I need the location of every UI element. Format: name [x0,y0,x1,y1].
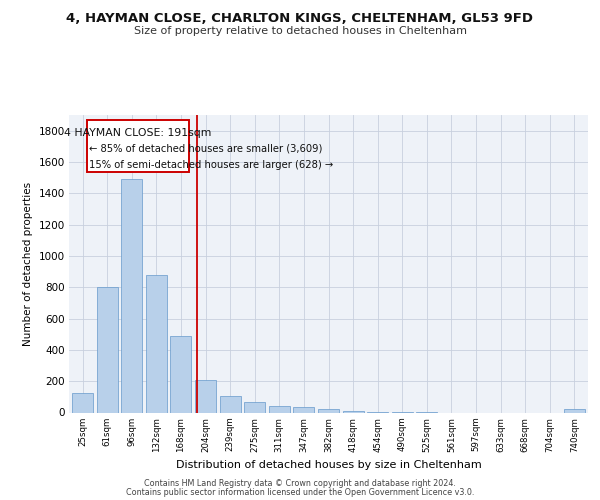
Y-axis label: Number of detached properties: Number of detached properties [23,182,33,346]
Bar [195,380,216,412]
Bar [220,396,241,412]
Bar [87,120,189,172]
X-axis label: Distribution of detached houses by size in Cheltenham: Distribution of detached houses by size … [176,460,481,470]
Bar [318,408,339,412]
Bar [97,287,118,412]
Bar [293,407,314,412]
Text: Contains HM Land Registry data © Crown copyright and database right 2024.: Contains HM Land Registry data © Crown c… [144,478,456,488]
Text: 4 HAYMAN CLOSE: 191sqm: 4 HAYMAN CLOSE: 191sqm [64,128,212,138]
Bar [121,179,142,412]
Text: Contains public sector information licensed under the Open Government Licence v3: Contains public sector information licen… [126,488,474,497]
Bar [343,411,364,412]
Bar [72,393,93,412]
Text: 15% of semi-detached houses are larger (628) →: 15% of semi-detached houses are larger (… [89,160,333,170]
Bar [244,402,265,412]
Text: 4, HAYMAN CLOSE, CHARLTON KINGS, CHELTENHAM, GL53 9FD: 4, HAYMAN CLOSE, CHARLTON KINGS, CHELTEN… [67,12,533,26]
Text: ← 85% of detached houses are smaller (3,609): ← 85% of detached houses are smaller (3,… [89,143,322,153]
Bar [146,274,167,412]
Text: Size of property relative to detached houses in Cheltenham: Size of property relative to detached ho… [133,26,467,36]
Bar [564,410,585,412]
Bar [269,406,290,412]
Bar [170,336,191,412]
